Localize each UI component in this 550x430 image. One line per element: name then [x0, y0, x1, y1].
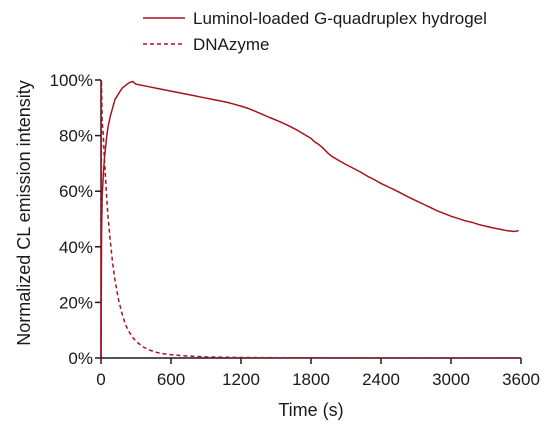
y-tick-label: 80%: [59, 127, 93, 146]
legend: Luminol-loaded G-quadruplex hydrogel DNA…: [143, 9, 487, 54]
legend-label-dnazyme: DNAzyme: [193, 35, 270, 54]
y-tick-label: 20%: [59, 293, 93, 312]
y-tick-label: 0%: [68, 349, 93, 368]
x-tick-label: 600: [157, 370, 185, 389]
series-layer: [100, 79, 521, 359]
series-line-dnazyme: [100, 79, 521, 359]
x-tick-label: 1800: [292, 370, 330, 389]
y-tick-label: 60%: [59, 182, 93, 201]
x-tick-label: 3600: [502, 370, 540, 389]
y-axis-label: Normalized CL emission intensity: [14, 80, 34, 345]
x-tick-label: 2400: [362, 370, 400, 389]
y-ticks: 0% 20% 40% 60% 80% 100%: [50, 71, 101, 368]
y-tick-label: 100%: [50, 71, 93, 90]
x-axis-label: Time (s): [278, 400, 343, 420]
x-tick-label: 1200: [222, 370, 260, 389]
x-ticks: 0 600 1200 1800 2400 3000 3600: [96, 358, 540, 389]
series-line-hydrogel: [100, 80, 519, 359]
x-tick-label: 0: [96, 370, 105, 389]
legend-label-hydrogel: Luminol-loaded G-quadruplex hydrogel: [193, 9, 487, 28]
y-tick-label: 40%: [59, 238, 93, 257]
axes: 0% 20% 40% 60% 80% 100% 0 600 1200 1800 2400 3000 3…: [50, 71, 540, 389]
x-tick-label: 3000: [432, 370, 470, 389]
